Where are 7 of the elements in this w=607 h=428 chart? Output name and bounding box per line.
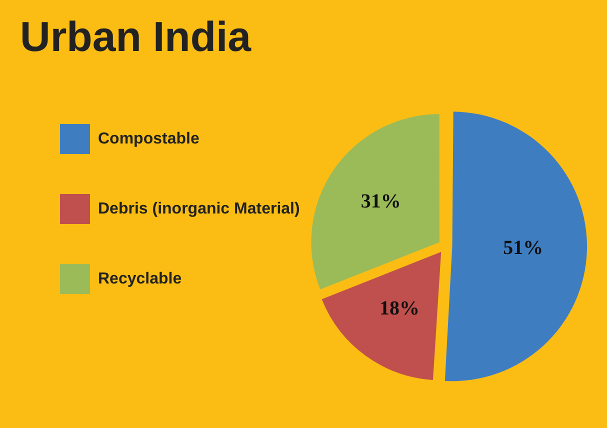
data-label: 18% <box>379 297 420 320</box>
legend-label: Debris (inorganic Material) <box>98 200 300 218</box>
chart-title: Urban India <box>20 12 252 60</box>
legend-label: Recyclable <box>98 270 182 288</box>
data-label: 31% <box>360 190 401 213</box>
legend-label: Compostable <box>98 130 200 148</box>
data-label: 51% <box>503 236 544 259</box>
